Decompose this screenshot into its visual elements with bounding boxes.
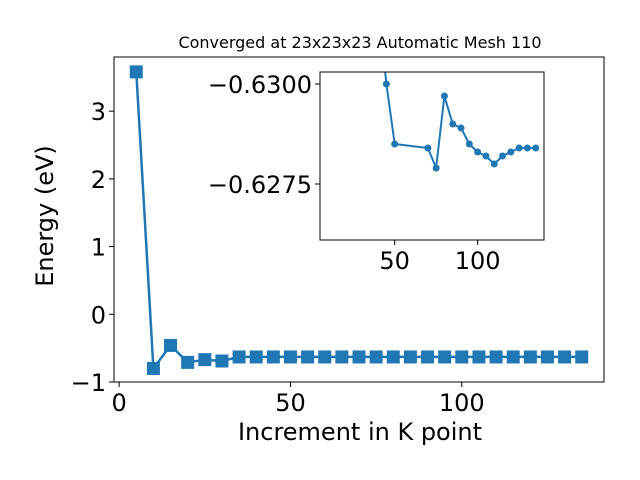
series-group <box>382 72 540 172</box>
y-tick-label: −0.6275 <box>208 171 312 199</box>
data-point <box>386 350 400 364</box>
x-tick-label: 100 <box>455 247 501 275</box>
data-point <box>465 140 473 148</box>
data-point <box>449 120 457 128</box>
x-tick-label: 50 <box>275 389 306 417</box>
data-point <box>146 361 160 375</box>
series-group <box>129 65 589 375</box>
y-tick-label: 2 <box>91 166 106 194</box>
data-point <box>266 350 280 364</box>
y-tick-label: −1 <box>71 369 106 397</box>
data-point <box>507 148 515 156</box>
data-point <box>455 350 469 364</box>
data-point <box>421 350 435 364</box>
data-point <box>164 338 178 352</box>
data-point <box>424 144 432 152</box>
data-point <box>472 350 486 364</box>
x-tick-label: 100 <box>439 389 485 417</box>
data-point <box>575 350 589 364</box>
data-point <box>490 160 498 168</box>
data-point <box>482 152 490 160</box>
data-point <box>440 92 448 100</box>
data-point <box>352 350 366 364</box>
data-point <box>506 350 520 364</box>
x-tick-label: 50 <box>379 247 410 275</box>
data-point <box>474 148 482 156</box>
y-tick-label: −0.6300 <box>208 71 312 99</box>
x-tick-label: 0 <box>111 389 126 417</box>
data-point <box>215 354 229 368</box>
y-tick-label: 0 <box>91 301 106 329</box>
data-point <box>457 124 465 132</box>
data-point <box>489 350 503 364</box>
data-point <box>181 355 195 369</box>
y-tick-label: 1 <box>91 234 106 262</box>
data-point <box>232 350 246 364</box>
data-point <box>432 164 440 172</box>
y-tick-label: 3 <box>91 98 106 126</box>
main-series <box>129 65 589 375</box>
data-point <box>382 80 390 88</box>
data-point <box>335 350 349 364</box>
inset-ticks: 50 100 −0.6300 −0.6275 <box>208 71 501 275</box>
x-axis-label: Increment in K point <box>238 418 482 446</box>
data-point <box>318 350 332 364</box>
data-point <box>558 350 572 364</box>
data-point <box>283 350 297 364</box>
inset-plot-frame <box>319 71 545 241</box>
data-point <box>129 65 143 79</box>
inset-series <box>382 72 540 172</box>
data-point <box>198 353 212 367</box>
y-axis-label: Energy (eV) <box>31 145 59 287</box>
data-point <box>249 350 263 364</box>
data-point <box>540 350 554 364</box>
data-point <box>499 152 507 160</box>
data-point <box>403 350 417 364</box>
data-point <box>523 350 537 364</box>
data-point <box>301 350 315 364</box>
data-point <box>391 140 399 148</box>
inset-axes: 50 100 −0.6300 −0.6275 <box>208 71 545 275</box>
data-point <box>523 144 531 152</box>
chart-title: Converged at 23x23x23 Automatic Mesh 110 <box>178 33 541 52</box>
data-point <box>515 144 523 152</box>
data-point <box>369 350 383 364</box>
data-point <box>532 144 540 152</box>
data-point <box>438 350 452 364</box>
